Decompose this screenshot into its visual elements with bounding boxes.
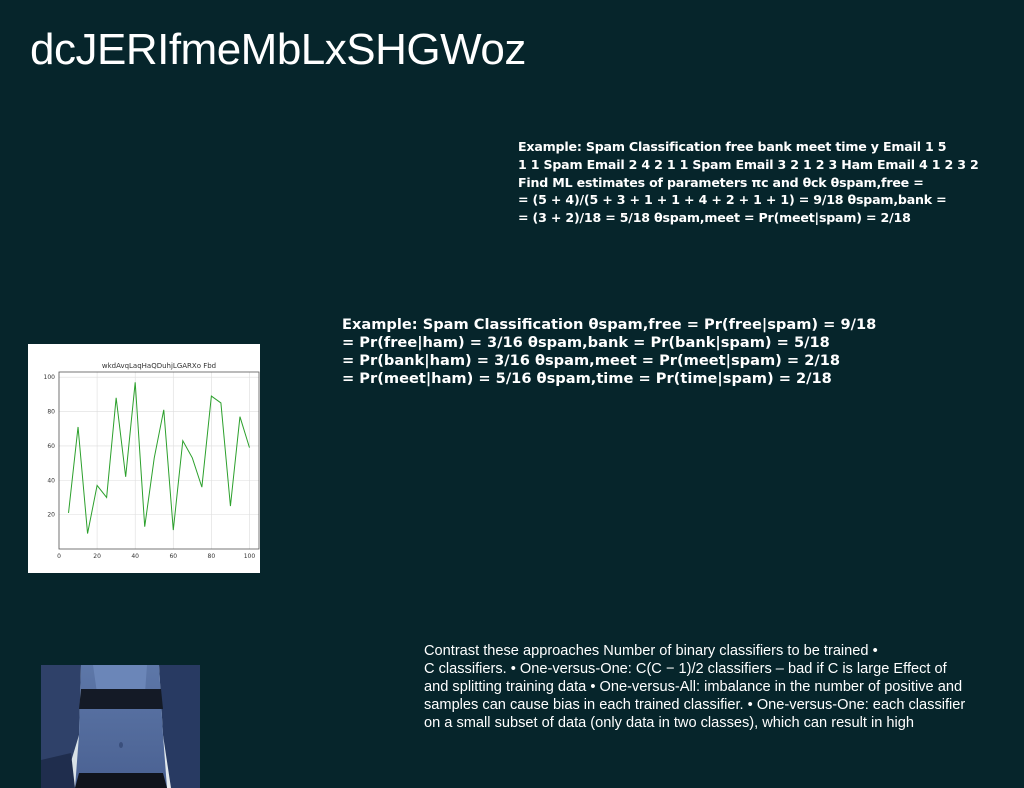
- y-tick-label: 40: [47, 477, 55, 484]
- y-tick-label: 20: [47, 512, 55, 519]
- plot-frame: [58, 371, 260, 550]
- text-line: Find ML estimates of parameters πc and θ…: [518, 174, 924, 190]
- text-line: C classifiers. • One-versus-One: C(C − 1…: [424, 661, 947, 677]
- text-line: samples can cause bias in each trained c…: [424, 697, 966, 713]
- y-tick-label: 60: [47, 443, 55, 450]
- x-tick-label: 60: [169, 553, 177, 560]
- x-tick-label: 80: [208, 553, 216, 560]
- line-chart: wkdAvqLaqHaQDuhjLGARXo Fbd 0 20 40 60 80 100 2…: [28, 344, 260, 573]
- chart-background: [28, 344, 260, 573]
- x-tick-label: 40: [131, 553, 139, 560]
- person-photo-image: [41, 665, 200, 788]
- text-line: 1 1 Spam Email 2 4 2 1 1 Spam Email 3 2 …: [518, 156, 979, 172]
- page-title: dcJERIfmeMbLxSHGWoz: [30, 25, 526, 74]
- chart-grid: [58, 372, 259, 549]
- spam-parameters-text: Example: Spam Classification θspam,free …: [342, 316, 962, 388]
- text-line: Example: Spam Classification free bank m…: [518, 139, 947, 154]
- x-tick-label: 20: [93, 553, 101, 560]
- chart-title: wkdAvqLaqHaQDuhjLGARXo Fbd: [102, 362, 216, 370]
- classifier-comparison-text: Contrast these approaches Number of bina…: [424, 642, 1020, 732]
- person-photo: [41, 665, 200, 788]
- text-line: = Pr(free|ham) = 3/16 θspam,bank = Pr(ba…: [342, 334, 830, 351]
- text-line: Contrast these approaches Number of bina…: [424, 643, 878, 659]
- x-tick-label: 0: [57, 553, 61, 560]
- text-line: = (5 + 4)/(5 + 3 + 1 + 1 + 4 + 2 + 1 + 1…: [518, 192, 947, 208]
- text-line: on a small subset of data (only data in …: [424, 715, 914, 731]
- text-line: = (3 + 2)/18 = 5/18 θspam,meet = Pr(meet…: [518, 210, 911, 226]
- line-chart-svg: wkdAvqLaqHaQDuhjLGARXo Fbd 0 20 40 60 80 100 2…: [28, 344, 260, 573]
- y-tick-label: 80: [47, 409, 55, 416]
- y-tick-label: 100: [44, 374, 56, 381]
- chart-ticks: 0 20 40 60 80 100 20 40 60 80 100: [44, 374, 256, 560]
- spam-example-text: Example: Spam Classification free bank m…: [518, 138, 1018, 227]
- text-line: = Pr(bank|ham) = 3/16 θspam,meet = Pr(me…: [342, 352, 841, 369]
- series-line: [68, 382, 250, 534]
- x-tick-label: 100: [244, 553, 256, 560]
- text-line: = Pr(meet|ham) = 5/16 θspam,time = Pr(ti…: [342, 370, 832, 387]
- text-line: Example: Spam Classification θspam,free …: [342, 316, 877, 333]
- text-line: and splitting training data • One-versus…: [424, 679, 963, 695]
